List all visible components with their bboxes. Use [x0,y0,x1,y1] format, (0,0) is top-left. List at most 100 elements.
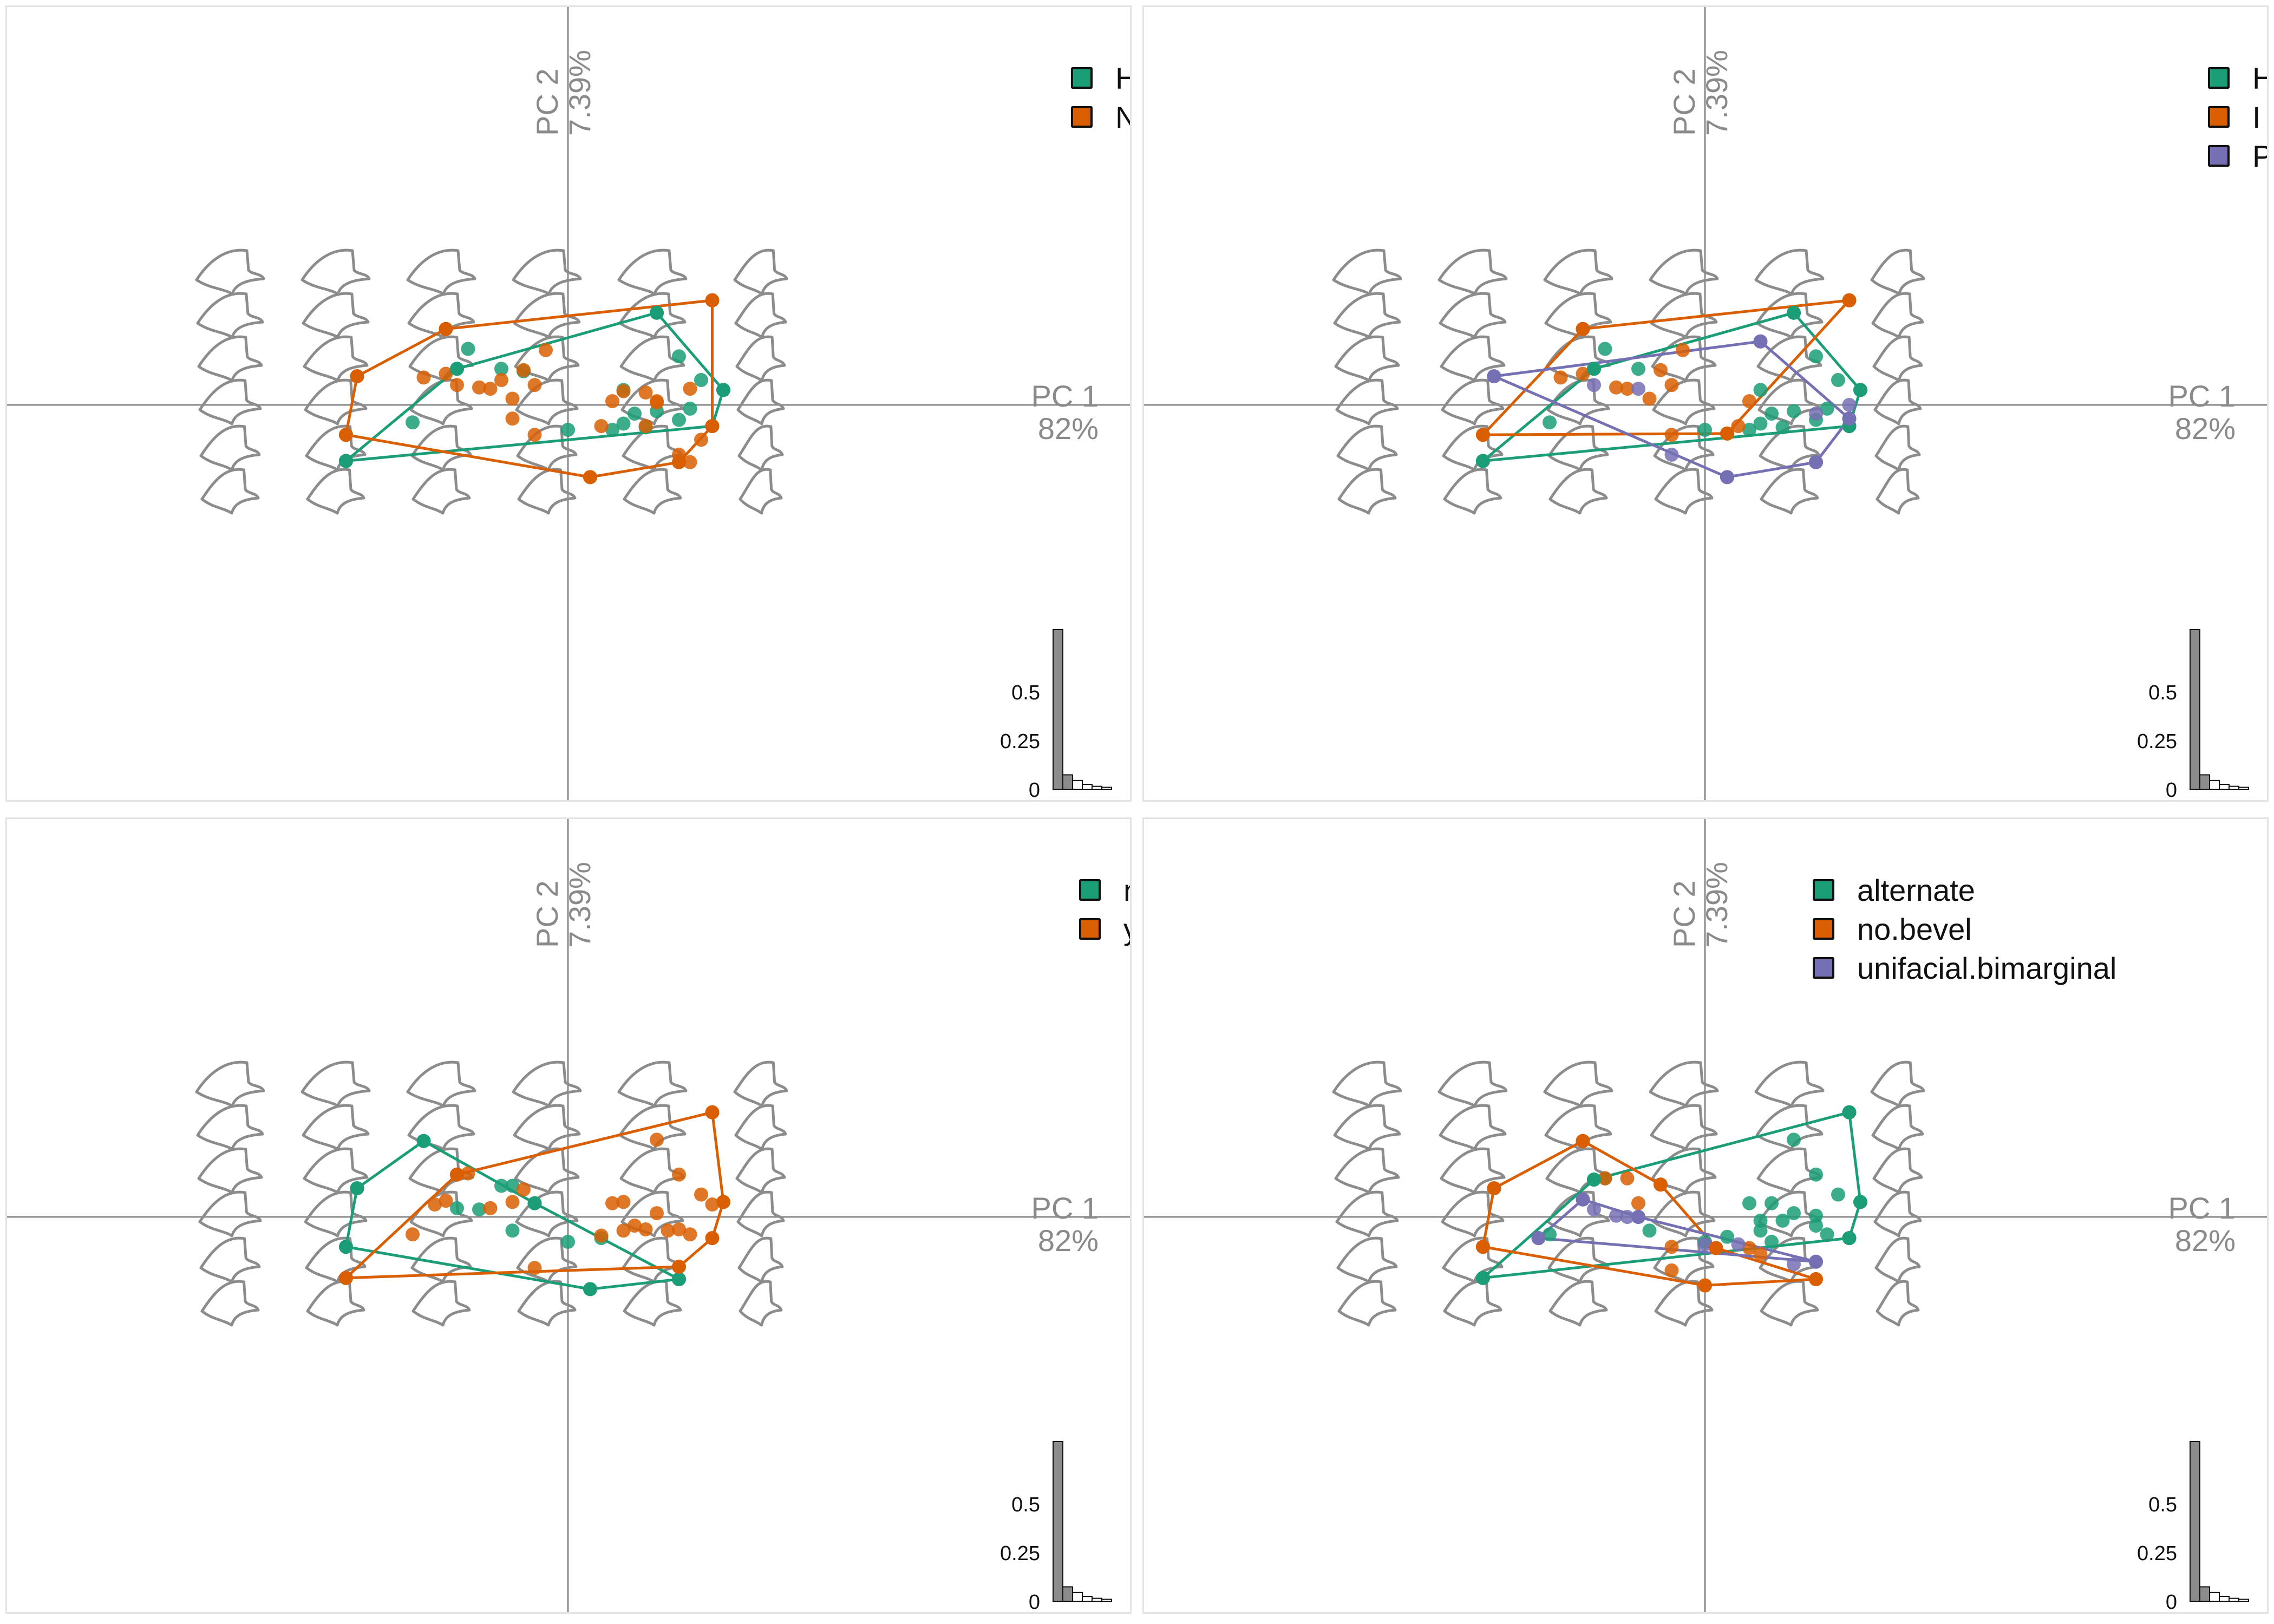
data-point-I [1676,343,1690,357]
data-point-N [505,391,520,406]
shape-outline [1441,378,1505,425]
shape-outline [735,1147,786,1194]
shape-outline [736,378,785,425]
shape-outline [411,1280,471,1327]
shape-outline [1333,1104,1401,1151]
shape-outline [623,1280,682,1327]
data-point-N [683,382,697,396]
legend: H N [1071,58,1130,136]
data-point-I [1664,428,1679,442]
scree-bar [1062,1586,1073,1602]
legend-item-2: y [1079,909,1130,948]
hull-vertex-alternate [1842,1105,1857,1119]
shape-outline [513,292,581,339]
shape-outline [1760,1280,1819,1327]
hull-vertex-P [1487,369,1501,384]
scree-bar [2190,1441,2200,1602]
shape-outline [1754,1060,1825,1108]
data-point-alternate [1543,1227,1557,1242]
shape-outline [195,1060,265,1108]
shape-outline [300,1060,371,1108]
shape-outline [406,1060,476,1108]
data-point-H [694,373,708,387]
data-point-I [1609,380,1623,395]
shape-outline [512,248,582,296]
shape-outline [305,1236,367,1284]
data-point-N [694,433,708,447]
legend-swatch [1071,67,1093,89]
legend: H I P [2208,58,2267,175]
data-point-no.bevel [1753,1247,1768,1261]
data-point-I [1664,378,1679,392]
data-point-H [672,349,686,364]
hull-vertex-n [350,1181,364,1196]
shape-outline [733,1060,788,1108]
hull-vertex-n [527,1196,542,1210]
shape-outline [619,335,685,382]
hull-vertex-y [716,1195,730,1209]
hull-vertex-n [583,1282,597,1296]
shape-outline [1650,1104,1718,1151]
shape-outline [1760,468,1819,515]
pca-panel-3: 0.5 0.25 0 PC 1 82% PC 2 7.39% n y [5,817,1132,1614]
pc2-title: PC 2 [530,880,564,948]
hull-vertex-alternate [1842,1231,1857,1246]
data-point-P [1842,398,1857,412]
shape-outline [516,424,578,472]
data-point-H [561,423,575,437]
legend-label: no.bevel [1857,912,1972,946]
data-point-unifacial.bimarginal [1609,1208,1623,1223]
pca-panel-1: 0.5 0.25 0 PC 1 82% PC 2 7.39% H N [5,5,1132,802]
shape-outline [1334,335,1400,382]
shape-outline-grid [1332,1060,1925,1327]
legend-swatch [1071,106,1093,128]
hull-vertex-H [650,305,664,320]
shape-outline [618,292,687,339]
hull-vertex-alternate [1853,1195,1867,1209]
data-point-N [527,378,542,392]
data-point-alternate [1765,1196,1779,1210]
shape-outline [406,248,476,296]
pc2-percent: 7.39% [563,50,597,136]
data-point-N [683,455,697,469]
shape-outline [300,248,371,296]
legend-swatch [2208,106,2230,128]
shape-outline [196,1104,264,1151]
hull-vertex-H [339,454,353,468]
hull-vertex-n [672,1272,686,1286]
data-point-no.bevel [1631,1196,1645,1210]
scree-tick-label: 0 [2166,779,2177,802]
panel-3-svg: 0.5 0.25 0 [7,819,1130,1612]
shape-outline [195,248,265,296]
shape-outline [1871,292,1924,339]
scree-bar [1092,785,1102,790]
shape-outline [1546,1190,1610,1237]
legend-label: alternate [1857,873,1975,907]
shape-outline [1334,1147,1400,1194]
shape-outline [1870,1060,1925,1108]
shape-outline [410,424,472,472]
pc1-title: PC 1 [1031,1191,1099,1225]
scree-bar [1053,629,1063,790]
legend-item-2: I [2208,97,2267,136]
scree-tick-label: 0 [1029,779,1040,802]
shape-outline [736,1190,785,1237]
data-point-H [1753,416,1768,431]
scree-bar [1062,774,1073,790]
data-point-alternate [1809,1219,1823,1233]
shape-outline [197,335,263,382]
shape-outline [1443,468,1502,515]
data-point-n [450,1201,464,1215]
data-point-H [494,362,508,376]
shape-outline [1871,1104,1924,1151]
shape-outline [1544,292,1612,339]
data-point-alternate [1753,1223,1768,1238]
scree-bar [2219,784,2230,790]
scree-bar [2219,1596,2230,1602]
legend-label: N [1115,100,1130,135]
scree-bar [1082,784,1093,790]
hull-vertex-P [1753,334,1768,349]
shape-outline [199,424,261,472]
legend-swatch [1813,957,1834,979]
shape-outline [1649,248,1719,296]
